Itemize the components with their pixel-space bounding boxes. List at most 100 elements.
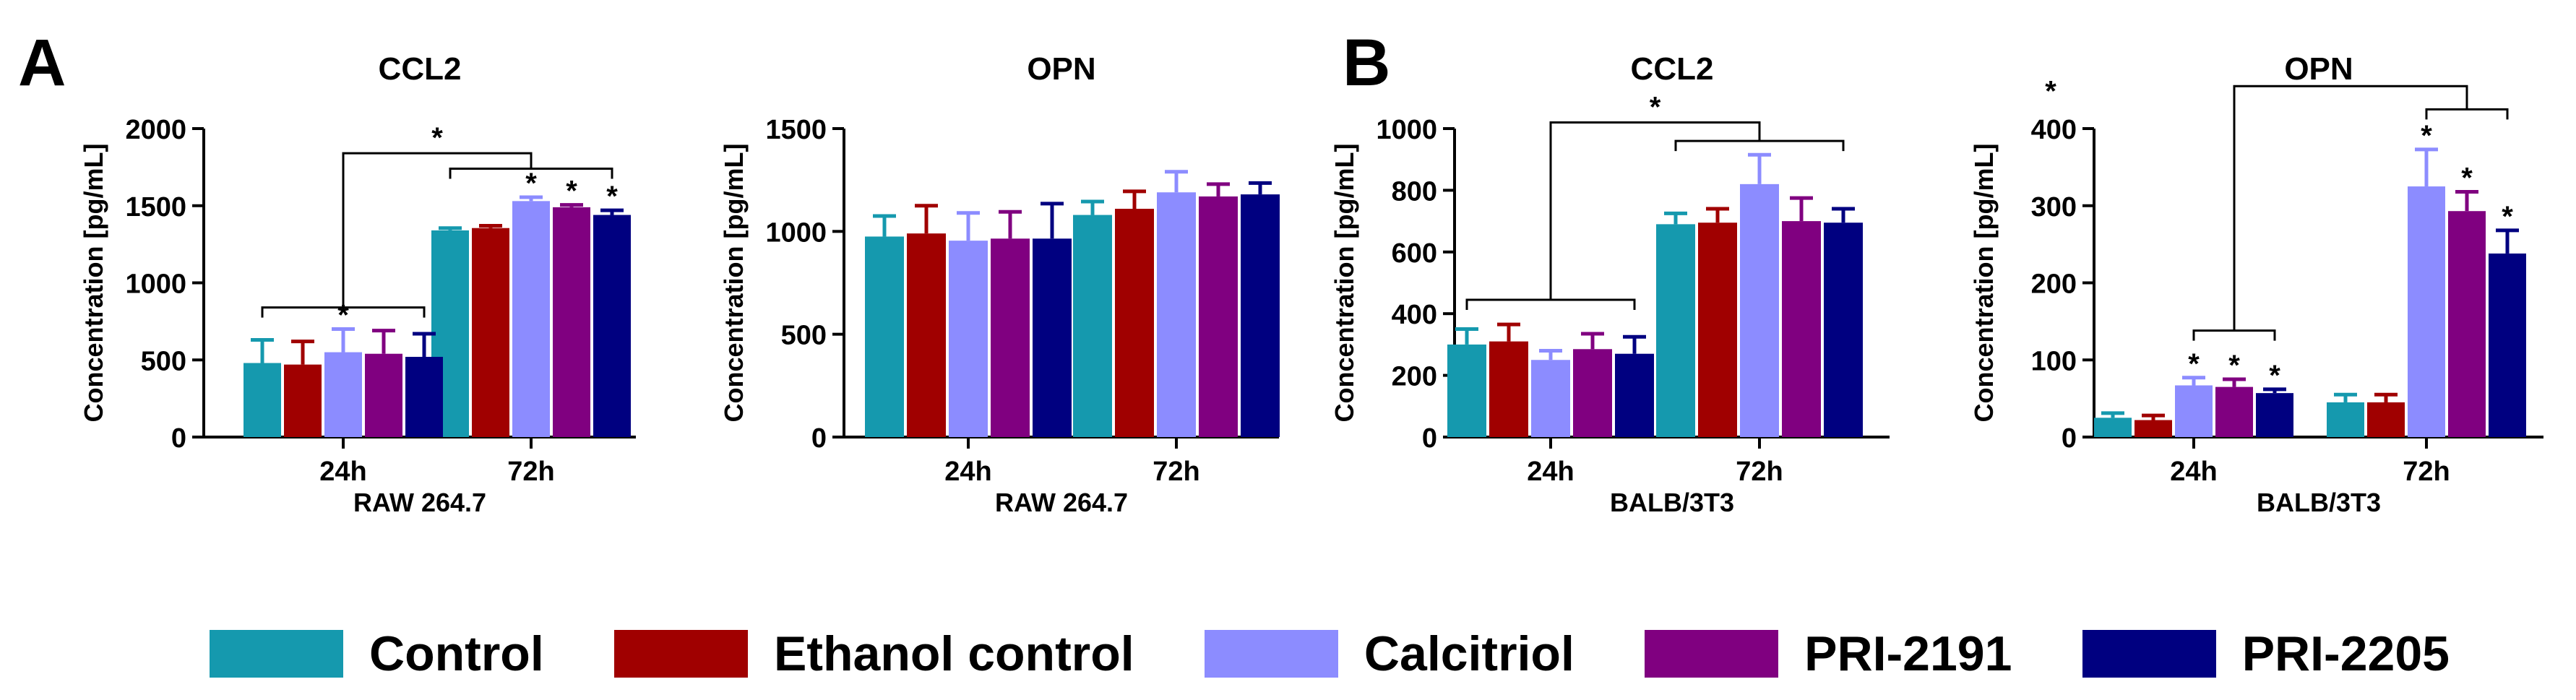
bar-calcitriol-72h	[1740, 183, 1779, 438]
group-comparison-mark: *	[1650, 91, 1661, 123]
bar-calcitriol-72h	[1157, 192, 1196, 437]
bar-ethanol-control-24h	[2135, 420, 2172, 437]
bar-pri-2205-72h	[2489, 253, 2526, 437]
y-tick-label: 500	[141, 346, 186, 376]
bar-control-24h	[244, 363, 281, 437]
legend-label-ethanol-control: Ethanol control	[773, 626, 1134, 681]
bar-calcitriol-24h	[949, 241, 988, 437]
bar-calcitriol-72h	[512, 201, 550, 437]
x-tick-label: 72h	[507, 457, 554, 487]
group-comparison-bracket	[342, 152, 533, 308]
significance-mark: *	[525, 168, 537, 199]
legend-label-control: Control	[369, 626, 544, 681]
bar-pri-2205-72h	[1241, 194, 1280, 437]
legend-label-pri-2191: PRI-2191	[1804, 626, 2012, 681]
y-tick-label: 0	[2062, 423, 2077, 454]
y-tick-label: 200	[1392, 362, 1437, 392]
group-comparison-mark: *	[2045, 75, 2056, 107]
significance-bracket	[1465, 298, 1636, 310]
y-tick-label: 2000	[125, 115, 186, 145]
legend-swatch-pri-2205	[2082, 630, 2216, 678]
x-axis-label: RAW 264.7	[353, 488, 486, 517]
bar-ethanol-control-72h	[1115, 209, 1154, 437]
y-tick-label: 300	[2031, 192, 2077, 222]
x-tick-label: 24h	[944, 457, 991, 487]
chart-1: CCL2 0 500 1000 1500 2000 Concentration [pg/mL…	[79, 51, 636, 517]
group-comparison-bracket	[1549, 121, 1761, 300]
y-tick-label: 200	[2031, 269, 2077, 300]
bar-control-72h	[2327, 402, 2364, 437]
significance-mark: *	[2421, 120, 2432, 152]
bar-pri-2191-24h	[1573, 349, 1612, 437]
x-tick-label: 24h	[319, 457, 366, 487]
chart-title: OPN	[1027, 51, 1095, 87]
y-tick-label: 0	[1422, 423, 1437, 454]
legend-item-ethanol-control: Ethanol control	[613, 626, 1134, 682]
significance-mark: *	[2461, 163, 2473, 194]
bar-control-24h	[865, 236, 904, 437]
significance-mark: *	[2269, 360, 2280, 392]
x-tick-label: 72h	[2403, 457, 2450, 487]
x-tick-label: 24h	[2170, 457, 2217, 487]
x-axis-label: BALB/3T3	[2257, 488, 2381, 517]
chart-title: CCL2	[379, 51, 462, 87]
legend-item-control: Control	[210, 626, 544, 682]
bar-pri-2191-24h	[2215, 386, 2253, 437]
bar-pri-2191-24h	[365, 353, 402, 437]
legend-swatch-calcitriol	[1204, 630, 1338, 678]
legend-item-pri-2205: PRI-2205	[2082, 626, 2450, 682]
legend-label-pri-2205: PRI-2205	[2241, 626, 2450, 681]
panel-letter-a: A	[18, 26, 66, 100]
bar-ethanol-control-24h	[907, 233, 946, 437]
bar-pri-2191-72h	[1782, 221, 1821, 437]
bar-calcitriol-72h	[2408, 186, 2445, 437]
bar-calcitriol-24h	[324, 352, 362, 437]
group-comparison-bracket	[2233, 85, 2468, 331]
bar-pri-2191-72h	[553, 207, 590, 437]
panel-letter-b: B	[1343, 26, 1390, 100]
legend-item-calcitriol: Calcitriol	[1204, 626, 1575, 682]
legend-label-calcitriol: Calcitriol	[1364, 626, 1575, 681]
significance-bracket	[2192, 329, 2276, 341]
bar-ethanol-control-24h	[284, 364, 322, 437]
y-tick-label: 1000	[765, 217, 827, 248]
significance-mark: *	[2228, 350, 2240, 381]
y-tick-label: 800	[1392, 176, 1437, 207]
legend-swatch-control	[210, 630, 343, 678]
bar-pri-2205-24h	[405, 356, 443, 437]
y-tick-label: 500	[781, 321, 827, 351]
bar-pri-2191-72h	[1199, 196, 1238, 437]
bar-control-72h	[1073, 215, 1112, 437]
y-tick-label: 100	[2031, 346, 2077, 376]
bar-control-72h	[1656, 224, 1695, 437]
bar-calcitriol-24h	[2175, 385, 2213, 437]
bar-pri-2205-72h	[593, 215, 631, 437]
legend: Control Ethanol control Calcitriol PRI-2…	[210, 618, 2450, 690]
chart-title: CCL2	[1631, 51, 1714, 87]
bar-pri-2205-72h	[1824, 222, 1863, 437]
x-axis-label: RAW 264.7	[995, 488, 1128, 517]
significance-bracket	[1674, 139, 1845, 152]
y-tick-label: 400	[1392, 300, 1437, 330]
chart-4: OPN 0 100 200 300 400 Concentration [pg/mL] 24h…	[1969, 51, 2543, 517]
significance-mark: *	[566, 176, 577, 207]
x-tick-label: 24h	[1527, 457, 1574, 487]
y-tick-label: 0	[811, 423, 827, 454]
bar-control-24h	[1447, 344, 1486, 437]
legend-item-pri-2191: PRI-2191	[1645, 626, 2012, 682]
y-tick-label: 1500	[765, 115, 827, 145]
significance-bracket	[2425, 108, 2509, 120]
y-axis-label: Concentration [pg/mL]	[719, 144, 749, 423]
y-tick-label: 0	[171, 423, 186, 454]
significance-mark: *	[2502, 201, 2513, 233]
bar-pri-2191-24h	[991, 238, 1030, 437]
bar-control-24h	[2094, 418, 2132, 437]
x-tick-label: 72h	[1153, 457, 1199, 487]
chart-title: OPN	[2284, 51, 2353, 87]
legend-swatch-ethanol-control	[613, 630, 748, 678]
bar-ethanol-control-72h	[1698, 222, 1737, 437]
bar-calcitriol-24h	[1531, 360, 1570, 437]
bar-pri-2191-72h	[2448, 211, 2486, 437]
chart-2: OPN 0 500 1000 1500 Concentration [pg/mL] 24h 7…	[719, 51, 1280, 517]
